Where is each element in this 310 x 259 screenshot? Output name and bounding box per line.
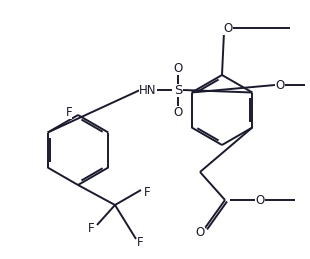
Text: O: O [275, 78, 285, 91]
Text: S: S [174, 83, 182, 97]
Text: F: F [137, 236, 143, 249]
Text: HN: HN [139, 83, 157, 97]
Text: O: O [255, 193, 265, 206]
Text: O: O [195, 227, 205, 240]
Text: F: F [144, 186, 150, 199]
Text: F: F [66, 105, 72, 119]
Text: F: F [88, 221, 94, 234]
Text: O: O [224, 21, 232, 34]
Text: O: O [173, 61, 183, 75]
Text: O: O [173, 105, 183, 119]
